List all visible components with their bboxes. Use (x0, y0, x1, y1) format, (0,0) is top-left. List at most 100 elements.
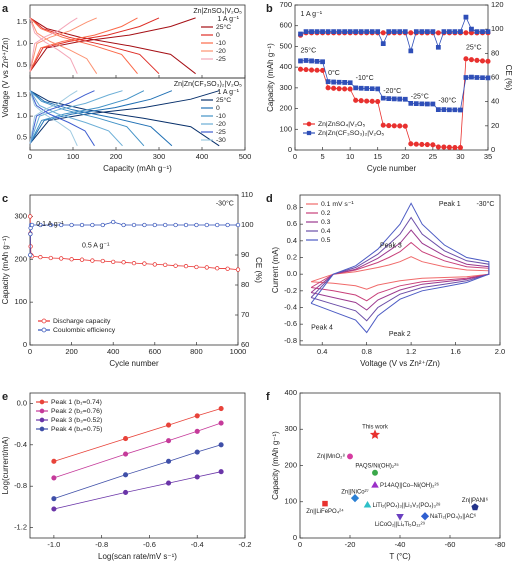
data-point (380, 122, 386, 128)
data-point (430, 142, 436, 148)
x-tick-label: 800 (190, 347, 203, 356)
legend-label: -25 (216, 129, 226, 136)
legend-marker (41, 327, 47, 333)
annotation: -10°C (356, 74, 374, 82)
legend-label: 0.1 mV s⁻¹ (321, 201, 354, 208)
data-point (59, 256, 64, 261)
x-tick-label: 1000 (230, 347, 247, 356)
x-tick-label: -0.8 (95, 540, 108, 549)
data-point (386, 123, 392, 129)
data-point (413, 101, 419, 106)
data-point (142, 222, 147, 228)
legend-label: Peak 2 (b₂=0.76) (51, 408, 102, 415)
y2-tick-label: 90 (241, 250, 249, 259)
x-axis-label: T (°C) (389, 552, 411, 561)
data-point (358, 98, 364, 104)
annotation: -25°C (411, 92, 429, 100)
x-tick-label: 2.0 (495, 347, 505, 356)
y-tick-label: -0.4 (14, 440, 27, 449)
data-point (372, 469, 378, 476)
legend-label: 25°C (216, 96, 231, 104)
series-line (29, 17, 138, 75)
data-point (320, 29, 325, 34)
legend-label: Peak 3 (b₃=0.52) (51, 417, 102, 424)
y2-tick-label: 60 (241, 340, 249, 349)
data-point (314, 58, 320, 64)
x-tick-label: 0 (293, 152, 297, 161)
data-point (131, 222, 137, 228)
y-tick-label: 200 (14, 254, 27, 263)
data-point (402, 96, 408, 102)
y-tick-label: 200 (279, 104, 292, 113)
data-point (463, 56, 469, 62)
data-point (48, 255, 53, 261)
series-line (310, 202, 490, 334)
data-point (173, 263, 178, 268)
data-point (166, 422, 172, 428)
data-point (166, 438, 172, 444)
data-point (303, 29, 309, 34)
data-point (298, 31, 303, 37)
data-point (331, 85, 337, 91)
legend-label: 0.2 (321, 210, 331, 217)
annotation: 0.5 A g⁻¹ (82, 242, 110, 249)
data-point (142, 261, 147, 266)
legend-marker (41, 318, 47, 324)
y-tick-label: 0.2 (287, 252, 297, 261)
y-tick-label: -0.2 (284, 286, 297, 295)
series-line (29, 90, 173, 147)
y-tick-label: 0.4 (287, 236, 297, 245)
data-point (309, 58, 314, 64)
y-tick-label: 0.8 (287, 202, 297, 211)
data-point (336, 29, 342, 34)
data-point (51, 506, 57, 512)
series-line (300, 60, 489, 111)
data-point (183, 222, 189, 228)
data-point (369, 429, 381, 440)
x-tick-label: 10 (346, 152, 354, 161)
legend-label: Discharge capacity (53, 318, 111, 325)
data-point (204, 222, 209, 228)
y-tick-label: 400 (284, 388, 297, 397)
legend-marker (39, 417, 45, 423)
legend-label: Zn|ZnSO₄|V₂O₅ (318, 121, 365, 128)
data-point (59, 222, 64, 228)
y-tick-label: 0.5 (17, 60, 27, 69)
annotation: 1 A g⁻¹ (301, 11, 323, 18)
data-point (121, 222, 126, 228)
data-point (28, 252, 33, 258)
x-tick-label: 5 (320, 152, 324, 161)
point-label: Zn||NiCo²⁷ (341, 489, 369, 496)
data-point (358, 29, 364, 34)
data-point (353, 85, 359, 91)
point-label: Zn||PANI⁶ (462, 497, 489, 504)
legend-label: -30 (216, 137, 226, 144)
data-point (225, 266, 230, 271)
data-point (51, 458, 57, 464)
data-point (51, 496, 57, 502)
data-point (463, 75, 469, 80)
x-tick-label: -1.0 (47, 540, 60, 549)
data-point (28, 231, 33, 237)
data-point (342, 29, 348, 34)
data-point (303, 58, 309, 63)
data-point (463, 30, 469, 36)
y-tick-label: 700 (279, 0, 292, 9)
y2-tick-label: 70 (241, 310, 249, 319)
data-point (408, 30, 414, 36)
data-point (408, 141, 414, 147)
data-point (194, 413, 200, 419)
y2-axis-label: CE (%) (254, 257, 263, 283)
data-point (347, 29, 353, 34)
y-tick-label: 100 (14, 297, 27, 306)
data-point (474, 75, 480, 80)
data-point (235, 222, 241, 228)
y-tick-label: 300 (14, 211, 27, 220)
data-point (458, 29, 463, 34)
data-point (38, 222, 43, 228)
series-line (29, 90, 95, 147)
y2-tick-label: 100 (491, 24, 504, 33)
annotation: -30°C (476, 200, 494, 208)
y-tick-label: 1.5 (17, 90, 27, 99)
data-point (402, 123, 408, 129)
